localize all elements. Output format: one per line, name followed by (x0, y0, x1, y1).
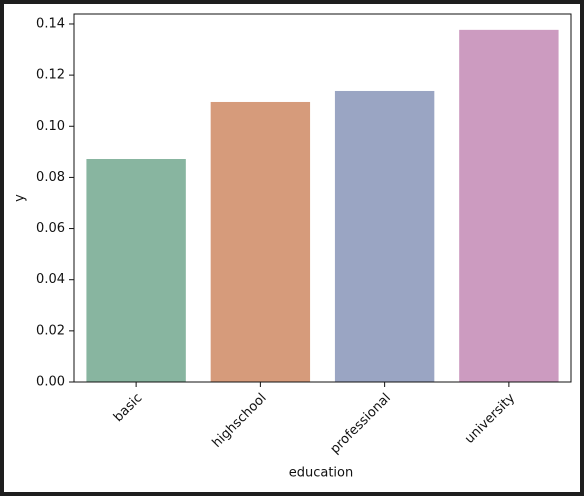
bar (459, 29, 559, 382)
y-tick-label: 0.06 (36, 221, 65, 236)
bar (334, 90, 435, 382)
y-tick-label: 0.08 (36, 170, 65, 185)
bar (86, 159, 186, 382)
y-tick-label: 0.00 (36, 375, 65, 390)
y-tick-label: 0.04 (36, 272, 65, 287)
y-tick-label: 0.10 (36, 119, 65, 134)
y-tick-label: 0.02 (36, 323, 65, 338)
y-tick-label: 0.14 (36, 16, 65, 31)
plot-frame (73, 13, 572, 383)
y-axis-label: y (13, 194, 28, 202)
y-tick-label: 0.12 (36, 68, 65, 83)
bar (210, 101, 311, 383)
x-axis-label: education (289, 466, 354, 481)
